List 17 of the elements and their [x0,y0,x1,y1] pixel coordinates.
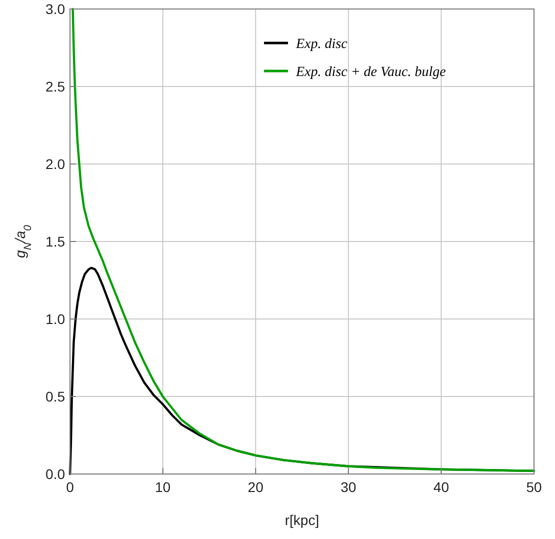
y-tick-label: 1.5 [46,234,66,250]
y-tick-label: 2.5 [46,78,66,94]
y-tick-label: 1.0 [46,311,66,327]
y-tick-label: 3.0 [46,1,66,17]
legend-label: Exp. disc + de Vauc. bulge [295,65,446,80]
y-tick-label: 0.5 [46,388,66,404]
y-tick-label: 2.0 [46,156,66,172]
line-series [72,8,536,472]
x-tick-label: 0 [66,479,74,495]
legend-label: Exp. disc [295,37,348,52]
y-tick-label: 0.0 [46,466,66,482]
x-tick-label: 50 [526,479,542,495]
x-tick-label: 30 [340,479,356,495]
x-axis-title: r[kpc] [284,512,320,528]
x-tick-label: 10 [155,479,171,495]
x-tick-label: 40 [433,479,450,495]
x-tick-label: 20 [248,479,264,495]
